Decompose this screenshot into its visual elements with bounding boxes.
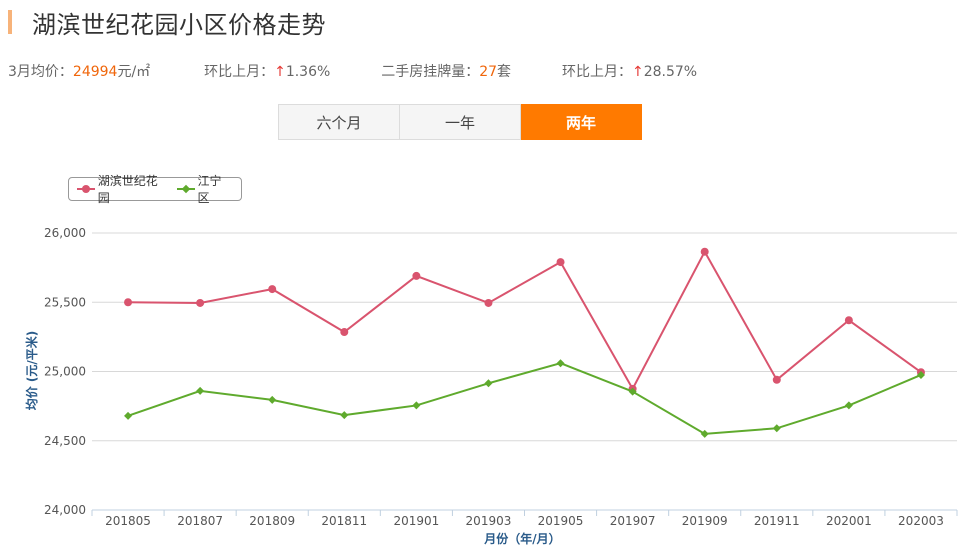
data-point [196,386,205,395]
data-point [556,258,565,267]
avg-price-label: 3月均价： [8,64,73,80]
x-tick-label: 201903 [466,514,512,528]
listing-count-label: 二手房挂牌量： [381,64,480,80]
avg-price-value: 24994 [72,64,118,80]
data-point [124,298,133,307]
data-point [772,375,781,384]
y-tick-label: 25,000 [44,365,86,379]
x-tick-label: 201809 [249,514,295,528]
x-tick-label: 201911 [754,514,800,528]
chart-legend: 湖滨世纪花园 江宁区 [68,174,242,205]
up-arrow-icon: ↑ [631,64,644,80]
data-point [412,271,421,280]
data-point [268,395,277,404]
legend-item-series2[interactable]: 江宁区 [176,172,233,206]
data-point [268,285,277,294]
tab-one-year[interactable]: 一年 [400,104,521,140]
diamond-marker-icon [176,184,195,194]
page-title: 湖滨世纪花园小区价格走势 [32,10,326,39]
legend-label-series2: 江宁区 [197,174,222,205]
legend-item-series1[interactable]: 湖滨世纪花园 [77,172,169,206]
x-tick-label: 201907 [610,514,656,528]
data-point [340,328,349,337]
data-point [916,370,925,379]
y-tick-label: 24,000 [44,503,86,517]
x-tick-label: 201901 [393,514,439,528]
mom-price-value: 1.36% [285,64,331,80]
data-point [340,411,349,420]
series-line [128,249,922,391]
x-tick-label: 202003 [898,514,944,528]
y-tick-label: 25,500 [44,295,86,309]
data-point [484,298,493,307]
legend-label-series1: 湖滨世纪花园 [97,174,158,205]
data-point [412,401,421,410]
y-tick-label: 24,500 [44,434,86,448]
mom-listing-value: 28.57% [643,64,698,80]
circle-marker-icon [77,184,95,194]
data-point [700,247,709,256]
mom-listing-label: 环比上月： [561,64,632,80]
listing-count-unit: 套 [497,64,512,80]
x-tick-label: 201905 [538,514,584,528]
tab-two-years[interactable]: 两年 [521,104,642,140]
mom-price-label: 环比上月： [204,64,275,80]
title-accent-bar [8,10,12,34]
data-point [484,379,493,388]
data-point [844,401,853,410]
title-bar: 湖滨世纪花园小区价格走势 [8,8,326,39]
data-point [556,359,565,368]
y-axis-title: 均价 (元/平米) [24,331,39,411]
x-tick-label: 201807 [177,514,223,528]
y-tick-label: 26,000 [44,226,86,240]
data-point [844,316,853,325]
x-tick-label: 201805 [105,514,151,528]
tab-six-months[interactable]: 六个月 [278,104,400,140]
series-line [127,362,922,435]
data-point [196,298,205,307]
data-point [124,411,133,420]
period-tabs: 六个月 一年 两年 [278,104,642,140]
avg-price-unit: 元/㎡ [117,64,151,80]
x-tick-label: 201811 [321,514,367,528]
x-tick-label: 202001 [826,514,872,528]
x-axis-title: 月份（年/月） [483,531,560,546]
price-stats: 3月均价：24994元/㎡ 环比上月：↑1.36% 二手房挂牌量：27套 环比上… [8,61,697,81]
x-tick-label: 201909 [682,514,728,528]
data-point [700,429,709,438]
data-point [628,387,637,396]
data-point [772,424,781,433]
listing-count-value: 27 [479,64,498,80]
up-arrow-icon: ↑ [274,64,286,80]
